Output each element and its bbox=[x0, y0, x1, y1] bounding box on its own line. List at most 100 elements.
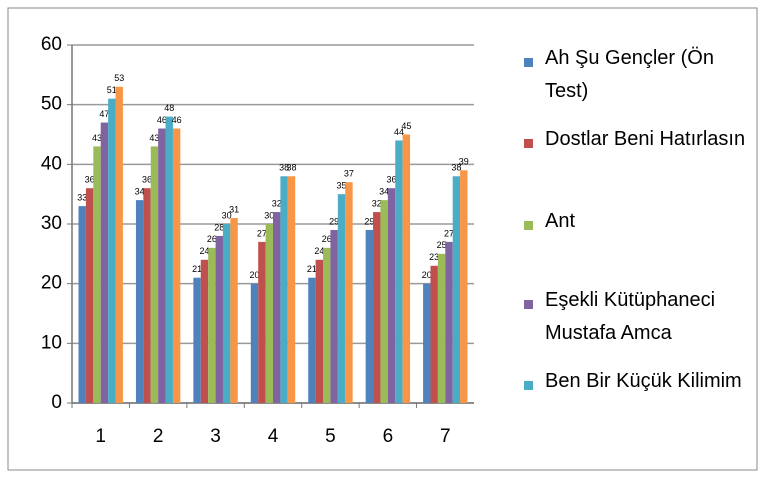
bar bbox=[452, 176, 461, 403]
bar bbox=[265, 224, 273, 403]
bar bbox=[115, 86, 123, 404]
bar bbox=[85, 188, 94, 403]
bar bbox=[258, 241, 266, 403]
bar bbox=[193, 277, 201, 403]
bar bbox=[100, 122, 109, 404]
y-tick-label: 20 bbox=[41, 273, 62, 294]
bar bbox=[78, 206, 86, 403]
x-tick-label: 5 bbox=[325, 426, 336, 447]
bar bbox=[308, 277, 316, 403]
data-label: 20 bbox=[249, 270, 259, 280]
bar bbox=[172, 128, 181, 404]
legend-swatch bbox=[524, 381, 533, 390]
data-label: 38 bbox=[279, 163, 289, 173]
data-label: 33 bbox=[77, 192, 87, 202]
data-label: 30 bbox=[222, 210, 232, 220]
x-tick-label: 1 bbox=[95, 426, 106, 447]
data-label: 43 bbox=[92, 133, 102, 143]
data-label: 37 bbox=[344, 169, 354, 179]
data-label: 46 bbox=[157, 115, 167, 125]
x-tick-label: 4 bbox=[268, 426, 279, 447]
bar bbox=[165, 116, 173, 403]
legend-swatch bbox=[524, 139, 533, 148]
x-tick-label: 2 bbox=[153, 426, 164, 447]
y-tick-label: 30 bbox=[41, 213, 62, 234]
legend-item: Ah Şu Gençler (Ön Test) bbox=[524, 47, 756, 108]
bar bbox=[373, 212, 381, 403]
bar bbox=[200, 259, 209, 403]
data-label: 45 bbox=[401, 121, 411, 131]
data-label: 32 bbox=[272, 198, 282, 208]
bar bbox=[150, 146, 159, 403]
bar bbox=[108, 98, 116, 403]
data-label: 48 bbox=[164, 103, 174, 113]
bar bbox=[273, 212, 281, 403]
data-label: 24 bbox=[199, 246, 209, 256]
bar bbox=[380, 200, 388, 403]
data-label: 44 bbox=[394, 127, 404, 137]
data-label: 38 bbox=[286, 163, 296, 173]
data-label: 32 bbox=[372, 198, 382, 208]
data-label: 21 bbox=[192, 264, 202, 274]
bar bbox=[222, 224, 231, 403]
data-label: 23 bbox=[429, 252, 439, 262]
y-tick-label: 40 bbox=[41, 153, 62, 174]
bar bbox=[143, 188, 151, 403]
data-label: 20 bbox=[422, 270, 432, 280]
data-label: 35 bbox=[337, 181, 347, 191]
y-tick-label: 60 bbox=[41, 34, 62, 55]
bar bbox=[395, 140, 403, 403]
data-label: 36 bbox=[387, 175, 397, 185]
data-label: 51 bbox=[107, 85, 117, 95]
bar bbox=[158, 128, 166, 404]
data-label: 26 bbox=[322, 234, 332, 244]
bar bbox=[337, 194, 346, 403]
y-tick-label: 0 bbox=[51, 392, 62, 413]
data-label: 27 bbox=[257, 228, 267, 238]
data-label: 29 bbox=[364, 216, 374, 226]
bar bbox=[215, 235, 223, 403]
data-label: 30 bbox=[264, 210, 274, 220]
data-label: 36 bbox=[85, 175, 95, 185]
bar bbox=[93, 146, 101, 403]
legend-label: Ah Şu Gençler (Ön Test) bbox=[545, 47, 714, 102]
data-label: 47 bbox=[99, 109, 109, 119]
bar bbox=[460, 170, 468, 403]
data-label: 46 bbox=[172, 115, 182, 125]
bar bbox=[365, 229, 374, 403]
bar bbox=[315, 259, 324, 403]
y-tick-label: 50 bbox=[41, 94, 62, 115]
data-label: 26 bbox=[207, 234, 217, 244]
data-label: 29 bbox=[329, 216, 339, 226]
legend-label: Ant bbox=[545, 210, 576, 232]
x-tick-label: 7 bbox=[440, 426, 451, 447]
data-label: 21 bbox=[307, 264, 317, 274]
data-label: 25 bbox=[437, 240, 447, 250]
legend-label: Ben Bir Küçük Kilimim bbox=[545, 370, 742, 392]
bar bbox=[135, 200, 144, 403]
x-tick-label: 3 bbox=[210, 426, 221, 447]
data-label: 36 bbox=[142, 175, 152, 185]
bar bbox=[250, 283, 259, 403]
legend-item: Ant bbox=[524, 210, 756, 238]
data-label: 34 bbox=[135, 187, 145, 197]
bar bbox=[230, 218, 238, 403]
bar bbox=[345, 182, 353, 403]
data-label: 43 bbox=[149, 133, 159, 143]
legend-swatch bbox=[524, 300, 533, 309]
x-tick-label: 6 bbox=[383, 426, 394, 447]
bar bbox=[208, 247, 216, 403]
bar bbox=[445, 241, 453, 403]
legend-label: Dostlar Beni Hatırlasın bbox=[545, 128, 746, 150]
legend-label: Eşekli Kütüphaneci Mustafa Amca bbox=[545, 289, 716, 344]
bar bbox=[330, 229, 338, 403]
legend-item: Dostlar Beni Hatırlasın bbox=[524, 128, 756, 156]
data-label: 34 bbox=[379, 187, 389, 197]
data-label: 28 bbox=[214, 222, 224, 232]
bar bbox=[402, 134, 411, 403]
data-label: 38 bbox=[451, 163, 461, 173]
legend-item: Eşekli Kütüphaneci Mustafa Amca bbox=[524, 289, 756, 350]
bar bbox=[430, 265, 438, 403]
